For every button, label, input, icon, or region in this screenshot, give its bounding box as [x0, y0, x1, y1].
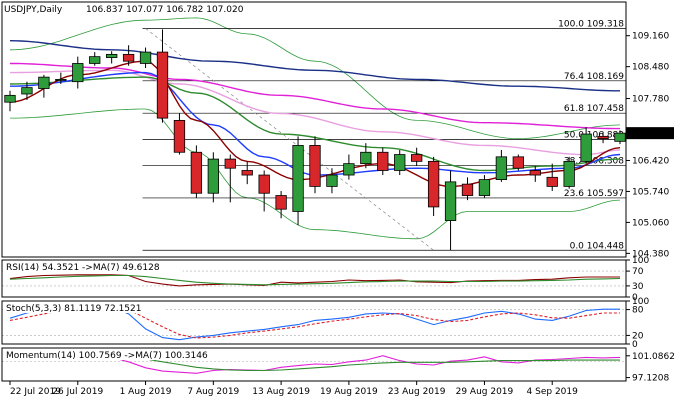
price-tick-label-2: 107.780	[632, 95, 669, 105]
candle-body	[343, 163, 355, 176]
current-price-label: 107.020	[630, 129, 667, 139]
stoch-tick-label-0: 100	[632, 297, 649, 307]
rsi-tick-label-0: 100	[632, 256, 649, 266]
candle-body	[122, 53, 135, 62]
rsi-title: RSI(14) 54.3521 ->MA(7) 49.6128	[6, 263, 160, 273]
x-tick-label-7: 29 Aug 2019	[456, 387, 514, 397]
bollinger-upper-line	[9, 17, 621, 140]
x-tick-label-5: 19 Aug 2019	[320, 387, 378, 397]
momentum-tick-label-1: 97.1208	[632, 374, 669, 384]
fib-label-3: 50.0 106.883	[564, 130, 624, 140]
momentum-panel: 101.0862 97.1208 Momentum(14) 100.7569 ->M…	[1, 347, 675, 384]
candle-body	[38, 76, 50, 89]
price-tick-label-0: 109.160	[632, 32, 669, 42]
rsi-series-1	[9, 274, 621, 286]
candle-body	[139, 51, 152, 64]
candle-body	[275, 195, 287, 210]
bollinger-lower-line	[10, 108, 621, 240]
fib-label-2: 61.8 107.458	[564, 104, 624, 114]
x-tick-label-0: 22 Jul 2019	[10, 387, 61, 397]
x-tick-label-8: 4 Sep 2019	[527, 387, 579, 397]
fib-trendline	[145, 28, 434, 251]
candle-body	[21, 87, 33, 95]
current-price-tag	[626, 127, 674, 140]
candle-body	[309, 145, 321, 187]
candle-body	[377, 151, 389, 171]
x-tick-label-6: 23 Aug 2019	[388, 387, 446, 397]
candle-body	[173, 119, 186, 153]
fib-label-0: 100.0 109.318	[558, 20, 624, 30]
price-tick-label-7: 104.380	[632, 249, 669, 259]
candle-body	[512, 156, 524, 169]
ohlc-readout: 106.837 107.077 106.782 107.020	[86, 5, 244, 15]
momentum-tick-label-0: 101.0862	[632, 352, 675, 362]
chart-title: USDJPY,Daily	[4, 5, 63, 15]
fib-label-6: 0.0 104.448	[570, 241, 625, 251]
candle-body	[580, 133, 592, 162]
stoch-title-bg	[3, 302, 166, 313]
candle-body	[156, 51, 169, 119]
fib-label-1: 76.4 108.169	[564, 72, 624, 82]
candle-body	[546, 176, 558, 187]
candle-body	[190, 151, 203, 194]
fib-label-5: 23.6 105.597	[564, 189, 624, 199]
rsi-tick-label-2: 30	[632, 282, 644, 292]
candle-body	[224, 158, 236, 169]
candle-body	[394, 154, 406, 171]
candle-body	[207, 158, 219, 194]
price-tick-label-5: 105.740	[632, 187, 669, 197]
price-tick-label-4: 106.420	[632, 156, 669, 166]
price-panel: 100.0 109.318 76.4 108.169 61.8 107.458 50.…	[1, 1, 674, 259]
candle-body	[444, 181, 457, 221]
candle-body	[529, 170, 541, 176]
moving-average-2	[10, 69, 621, 156]
stoch-tick-label-3: 0	[632, 340, 638, 350]
price-tick-label-6: 105.060	[632, 218, 669, 228]
candle-body	[55, 79, 67, 81]
candle-body	[614, 132, 626, 142]
candle-body	[597, 135, 609, 140]
stoch-title: Stoch(5,3,3) 81.1119 72.1521	[6, 304, 141, 314]
price-tick-label-1: 108.480	[632, 63, 669, 73]
stoch-tick-label-1: 80	[632, 306, 644, 316]
candle-body	[326, 174, 338, 187]
candle-body	[72, 63, 84, 83]
candle-body	[241, 170, 253, 176]
candle-body	[478, 179, 491, 196]
rsi-frame	[1, 259, 627, 298]
momentum-title: Momentum(14) 100.7569 ->MA(7) 100.3146	[6, 351, 208, 361]
candle-body	[106, 53, 118, 58]
stoch-tick-label-2: 20	[632, 331, 644, 341]
stoch-frame	[1, 300, 627, 345]
candle-body	[360, 151, 372, 165]
candle-body	[258, 174, 270, 194]
rsi-series-0	[9, 274, 620, 287]
x-tick-label-3: 7 Aug 2019	[187, 387, 239, 397]
momentum-title-bg	[3, 349, 222, 360]
candle-body	[411, 154, 423, 162]
candle-body	[461, 183, 474, 196]
momentum-frame	[1, 347, 627, 382]
rsi-tick-label-3: 0	[632, 293, 638, 303]
x-tick-label-4: 13 Aug 2019	[252, 387, 310, 397]
candle-body	[4, 94, 16, 103]
moving-average-1	[10, 62, 620, 130]
rsi-tick-label-1: 70	[632, 267, 644, 277]
candle-body	[292, 145, 304, 212]
price-panel-frame	[1, 1, 627, 258]
candle-body	[427, 160, 440, 208]
x-tick-label-2: 1 Aug 2019	[120, 387, 172, 397]
moving-average-0	[9, 40, 620, 92]
candle-body	[495, 156, 508, 180]
x-tick-label-1: 26 Jul 2019	[52, 387, 103, 397]
rsi-title-bg	[3, 261, 183, 272]
candle-body	[89, 56, 101, 64]
candle-body	[563, 160, 575, 187]
